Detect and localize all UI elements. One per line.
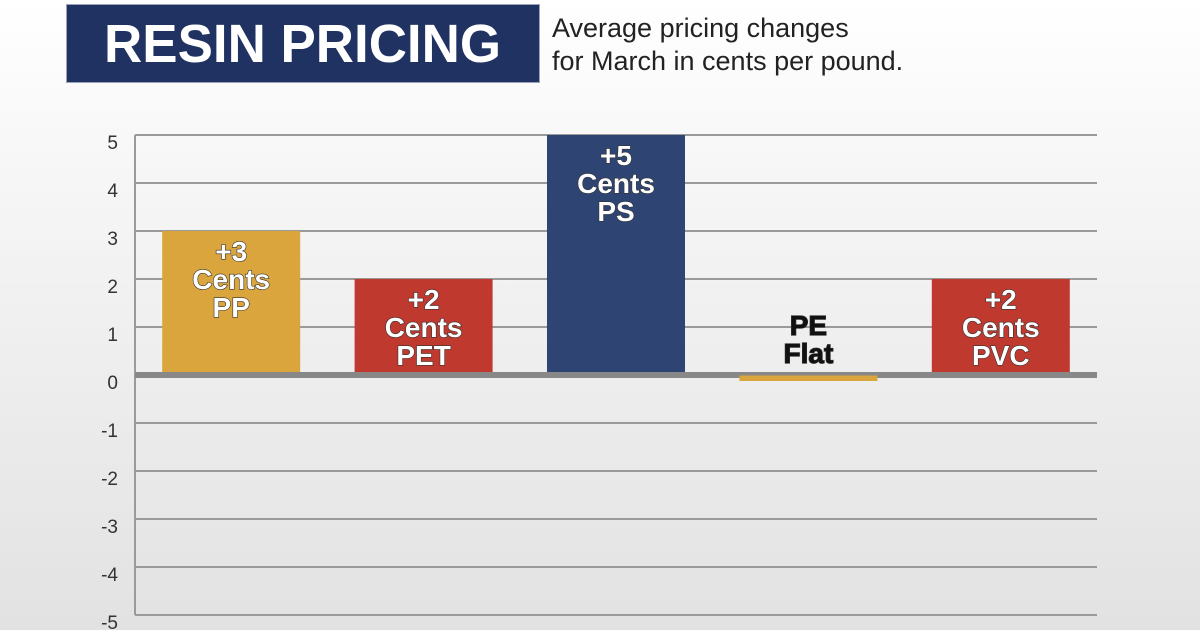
- data-label: Cents: [577, 168, 655, 199]
- title-banner: RESIN PRICING: [66, 4, 540, 83]
- y-tick-label: -1: [101, 421, 118, 442]
- data-label: +3: [215, 236, 247, 267]
- y-tick-label: -3: [101, 517, 118, 538]
- y-tick-label: 1: [107, 325, 118, 346]
- bar-flat-marker: [739, 375, 878, 380]
- y-tick-label: 4: [107, 181, 118, 202]
- bar-ps: [547, 135, 685, 375]
- data-label: PS: [597, 196, 634, 227]
- subtitle-line-2: for March in cents per pound.: [552, 46, 904, 76]
- data-label: PE: [790, 310, 827, 341]
- chart-subtitle: Average pricing changes for March in cen…: [552, 12, 903, 78]
- data-label: +5: [600, 140, 632, 171]
- y-tick-label: -2: [101, 469, 118, 490]
- data-label: Flat: [784, 338, 834, 369]
- data-label: PVC: [972, 340, 1030, 371]
- data-label: +2: [985, 284, 1017, 315]
- y-tick-label: 0: [107, 373, 118, 394]
- data-label: Cents: [192, 264, 270, 295]
- bar-pvc: [931, 279, 1070, 375]
- y-tick-label: 3: [107, 229, 118, 250]
- bar-pp: [162, 231, 301, 375]
- chart-title: RESIN PRICING: [104, 13, 502, 74]
- y-tick-label: -5: [101, 613, 118, 630]
- y-tick-label: 2: [107, 277, 118, 298]
- data-label: PP: [213, 292, 250, 323]
- y-tick-label: -4: [101, 565, 118, 586]
- bar-pet: [354, 279, 493, 375]
- data-label: Cents: [385, 312, 463, 343]
- data-label: PET: [396, 340, 450, 371]
- y-tick-label: 5: [107, 133, 118, 154]
- data-label: Cents: [962, 312, 1040, 343]
- subtitle-line-1: Average pricing changes: [552, 13, 849, 43]
- data-label: +2: [408, 284, 440, 315]
